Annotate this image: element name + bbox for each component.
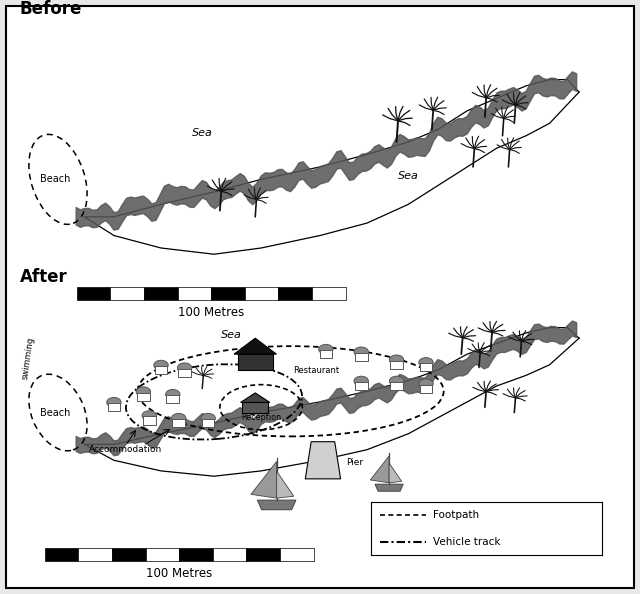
Polygon shape — [390, 361, 403, 369]
Ellipse shape — [419, 379, 433, 388]
Polygon shape — [143, 416, 156, 425]
Text: 100 Metres: 100 Metres — [146, 567, 212, 580]
Polygon shape — [251, 462, 276, 498]
Text: swimming: swimming — [21, 336, 36, 380]
Polygon shape — [241, 393, 270, 402]
Text: Sea: Sea — [192, 128, 212, 138]
Polygon shape — [420, 364, 432, 371]
Polygon shape — [108, 403, 120, 411]
Polygon shape — [371, 456, 389, 483]
Text: Vehicle track: Vehicle track — [433, 537, 501, 547]
Text: Footpath: Footpath — [433, 510, 479, 520]
Text: Restaurant: Restaurant — [294, 365, 340, 375]
Ellipse shape — [419, 358, 433, 368]
Text: 100 Metres: 100 Metres — [178, 306, 244, 318]
Polygon shape — [355, 353, 367, 361]
Polygon shape — [179, 369, 191, 377]
Polygon shape — [237, 354, 273, 370]
Ellipse shape — [172, 413, 186, 423]
Text: Sea: Sea — [221, 330, 242, 340]
Text: Sea: Sea — [398, 172, 419, 181]
FancyBboxPatch shape — [6, 6, 634, 588]
Text: Beach: Beach — [40, 407, 70, 418]
Polygon shape — [137, 393, 150, 400]
Polygon shape — [257, 500, 296, 510]
Text: Pier: Pier — [346, 459, 364, 467]
Ellipse shape — [389, 376, 404, 386]
Polygon shape — [305, 442, 340, 479]
Polygon shape — [375, 484, 403, 491]
Ellipse shape — [136, 387, 150, 397]
Ellipse shape — [354, 347, 369, 357]
Ellipse shape — [319, 345, 333, 354]
Polygon shape — [420, 384, 432, 393]
Polygon shape — [355, 382, 367, 390]
Polygon shape — [166, 395, 179, 403]
Text: Before: Before — [20, 0, 82, 18]
Ellipse shape — [107, 397, 121, 407]
Polygon shape — [319, 350, 332, 358]
Ellipse shape — [201, 413, 215, 423]
Polygon shape — [234, 338, 276, 354]
Ellipse shape — [389, 355, 404, 365]
Text: After: After — [20, 268, 67, 286]
Polygon shape — [242, 402, 269, 413]
Polygon shape — [155, 366, 167, 374]
Text: Reception: Reception — [241, 412, 281, 422]
Polygon shape — [390, 382, 403, 390]
Ellipse shape — [166, 390, 180, 399]
Polygon shape — [84, 80, 579, 254]
Ellipse shape — [177, 363, 192, 372]
Ellipse shape — [142, 410, 156, 421]
Text: Beach: Beach — [40, 175, 70, 184]
Ellipse shape — [354, 376, 369, 386]
Polygon shape — [202, 419, 214, 427]
Ellipse shape — [154, 361, 168, 370]
Polygon shape — [389, 463, 402, 483]
Polygon shape — [276, 471, 294, 498]
Text: Accommodation: Accommodation — [89, 446, 163, 454]
Polygon shape — [84, 327, 579, 476]
Polygon shape — [172, 419, 185, 427]
